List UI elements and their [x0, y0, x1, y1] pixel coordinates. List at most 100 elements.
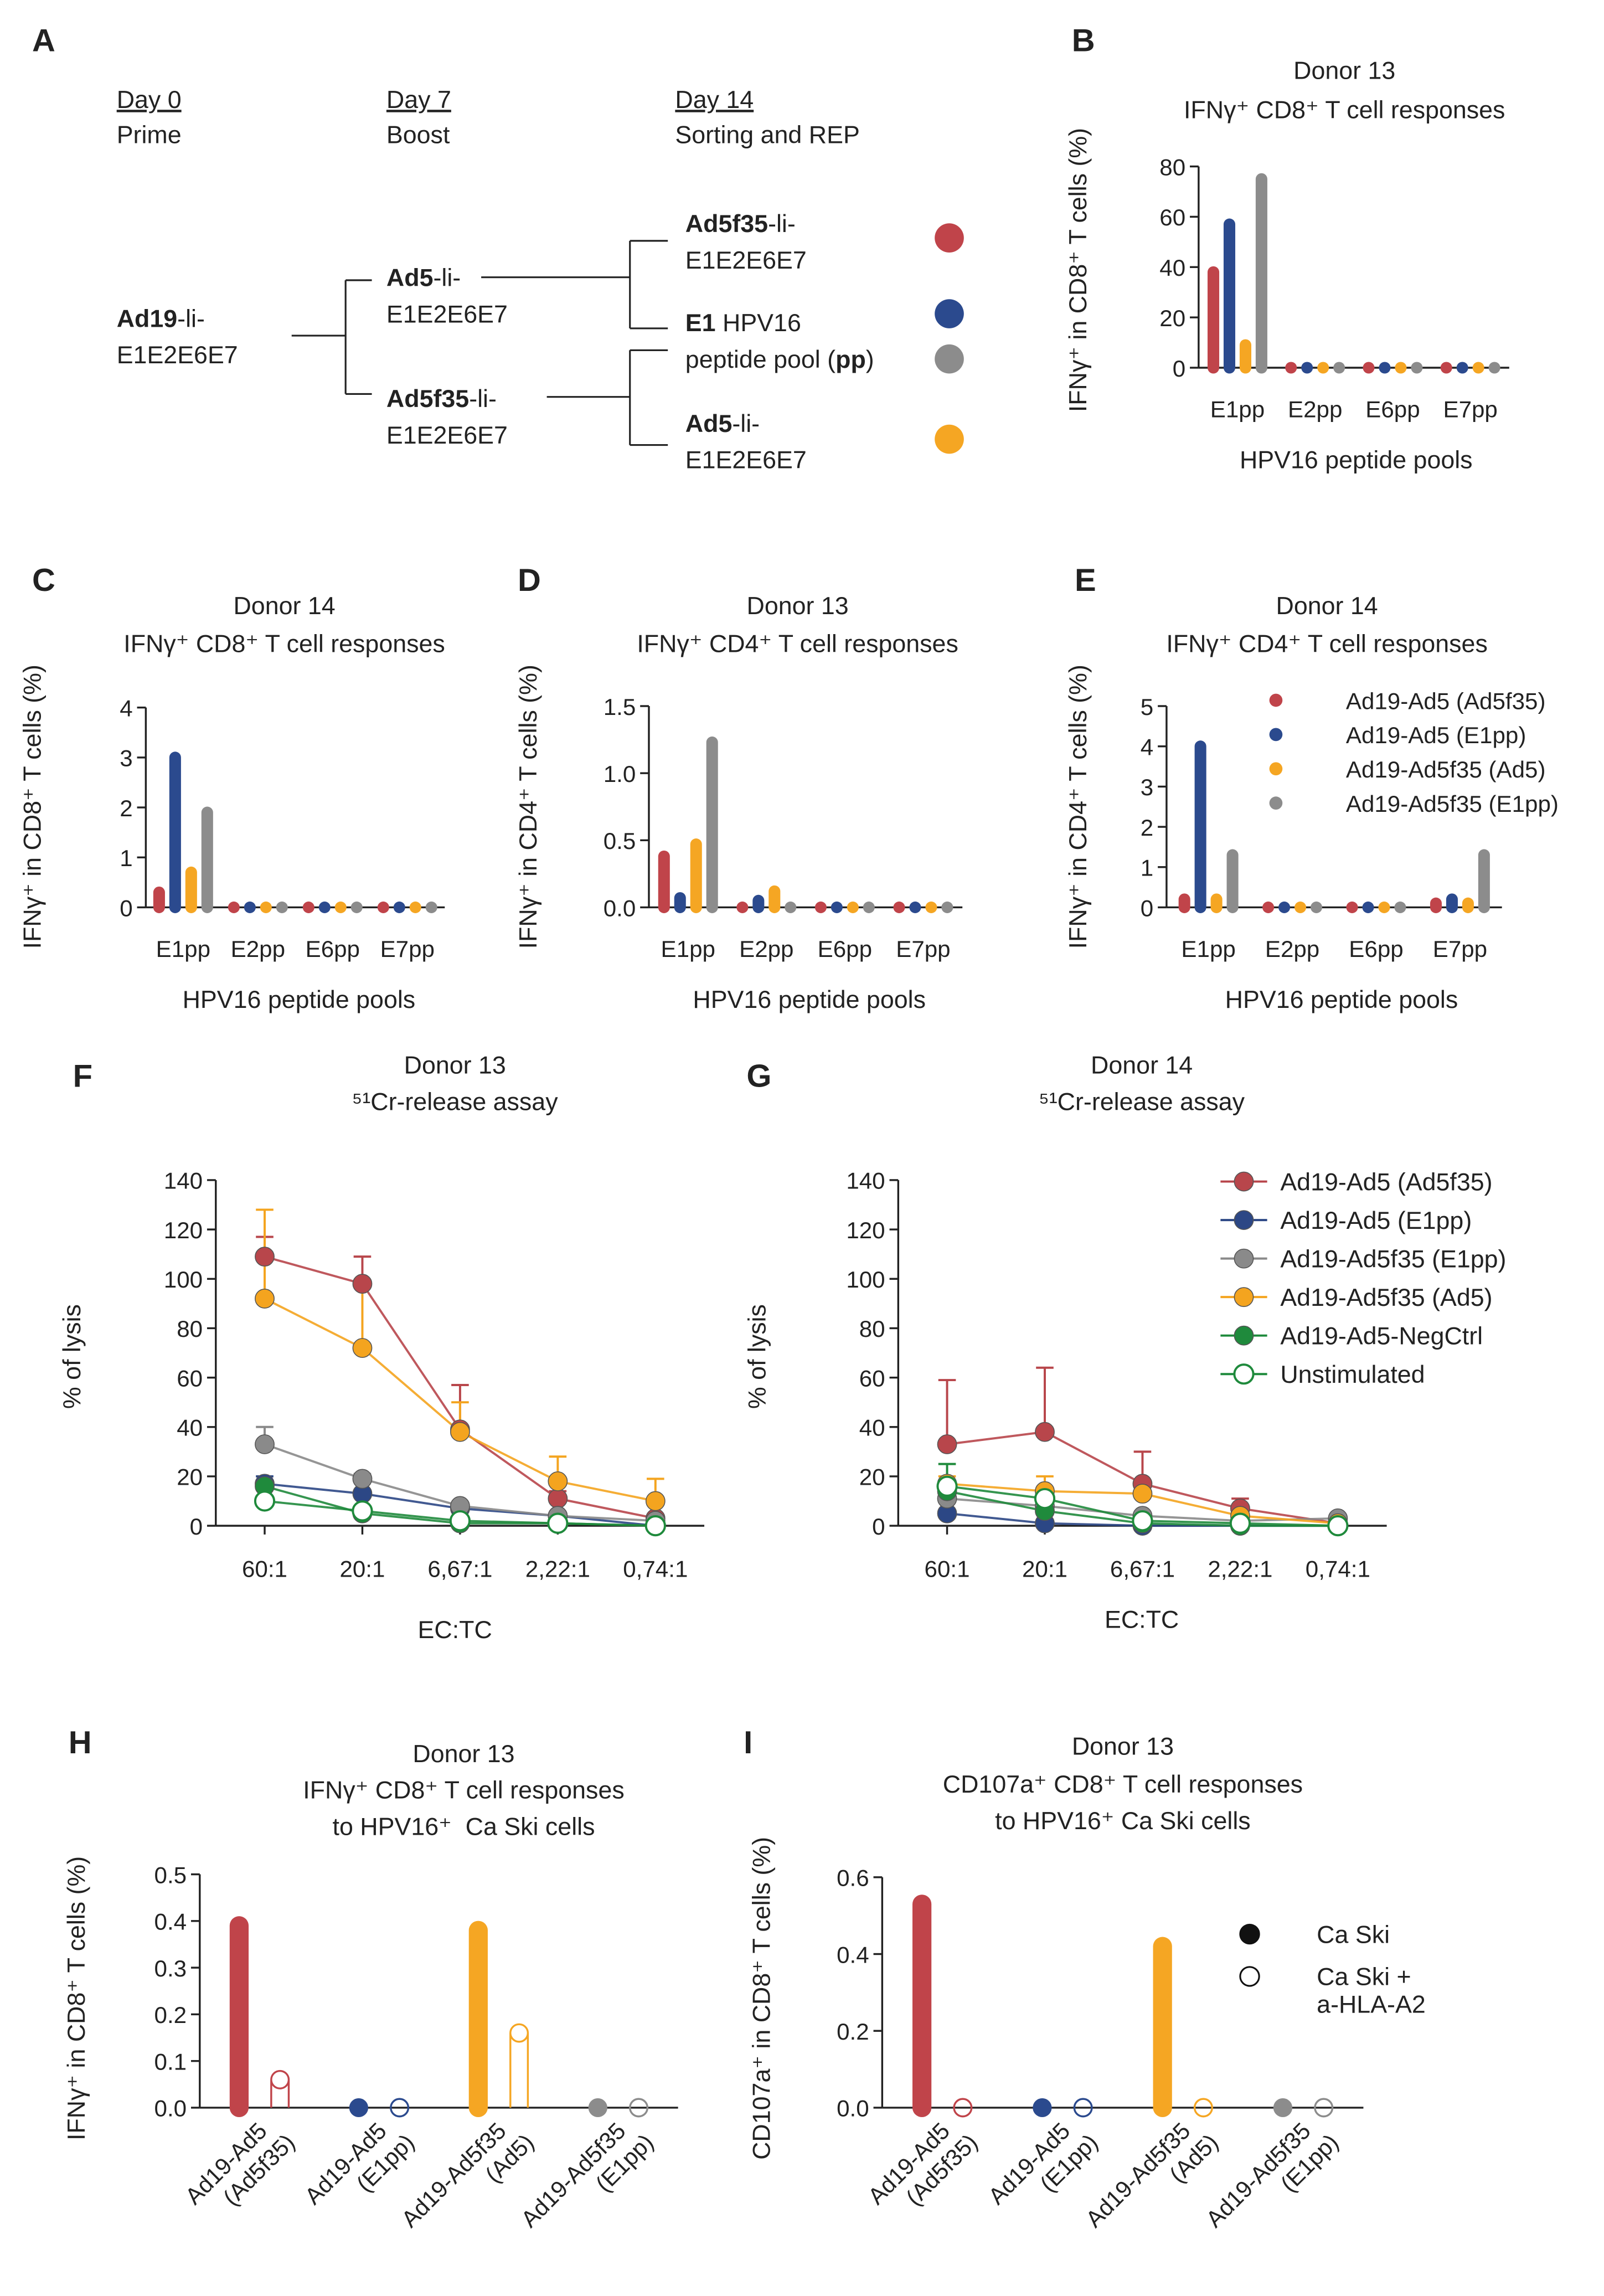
node-text: HPV16 [716, 309, 801, 337]
y-tick-label: 140 [846, 1168, 885, 1194]
legend-marker [1269, 762, 1283, 776]
bar-open [1073, 2098, 1093, 2118]
y-tick-label: 1 [120, 845, 132, 871]
y-tick-label: 60 [177, 1365, 203, 1391]
bar-open [629, 2098, 649, 2118]
error-bar [1036, 1366, 1054, 1432]
bar-open [270, 2070, 290, 2108]
node-label: E1E2E6E7 [685, 446, 807, 474]
node-text: E1E2E6E7 [386, 421, 508, 449]
timeline-step: Sorting and REP [675, 121, 859, 148]
y-tick-label: 80 [859, 1316, 885, 1342]
timeline-step: Boost [386, 121, 450, 148]
y-tick-label: 3 [120, 745, 132, 771]
y-tick-label: 0.0 [604, 895, 636, 921]
y-tick-label: 80 [1159, 154, 1185, 180]
x-tick-label: E1pp [1210, 397, 1265, 423]
x-tick-label: E2pp [231, 936, 285, 962]
legend-marker [1269, 728, 1283, 742]
y-tick-label: 0 [190, 1513, 203, 1540]
node-label: E1E2E6E7 [685, 246, 807, 274]
node-text: E1 [685, 309, 716, 337]
chart-title: Donor 13 [404, 1052, 506, 1079]
legend-label: Ca Ski [1317, 1921, 1390, 1948]
legend-label: Ad19-Ad5f35 (Ad5) [1280, 1284, 1492, 1311]
x-tick-label: E6pp [1349, 936, 1403, 962]
legend-label: Ca Ski + [1317, 1963, 1411, 1991]
y-tick-label: 0 [1141, 895, 1153, 921]
legend-label: Ad19-Ad5f35 (Ad5) [1346, 756, 1546, 783]
legend-label: Unstimulated [1280, 1361, 1425, 1388]
y-tick-label: 20 [1159, 305, 1185, 331]
chart-title: Donor 13 [1293, 57, 1395, 85]
node-text: ) [866, 346, 874, 373]
node-text: -li- [732, 410, 760, 437]
panel-letter: B [1072, 23, 1095, 59]
y-axis-label: CD107a⁺ in CD8⁺ T cells (%) [748, 1837, 776, 2160]
y-tick-label: 0.3 [154, 1955, 187, 1981]
x-tick-label: 60:1 [242, 1556, 287, 1582]
marker [352, 1500, 373, 1522]
node-text: Ad5 [685, 410, 733, 437]
marker [644, 1515, 666, 1537]
legend-marker [1239, 1923, 1260, 1945]
marker [255, 1434, 275, 1454]
x-tick-label: E6pp [1365, 397, 1420, 423]
y-tick-label: 140 [164, 1168, 203, 1194]
marker [547, 1512, 569, 1534]
chart-title: to HPV16⁺ Ca Ski cells [333, 1813, 595, 1840]
marker [254, 1490, 276, 1512]
timeline-step: Prime [117, 121, 182, 148]
y-tick-label: 3 [1141, 774, 1153, 800]
chart: F Donor 13 ⁵¹Cr-release assay % of lysis EC:… [58, 1052, 705, 1644]
panel-letter: G [746, 1058, 771, 1094]
y-tick-label: 0.4 [837, 1942, 869, 1968]
marker [1229, 1512, 1251, 1534]
panel-letter: C [32, 563, 55, 598]
marker [548, 1471, 568, 1491]
marker [1035, 1422, 1055, 1442]
panel-letter: H [69, 1725, 92, 1760]
node-label: E1E2E6E7 [117, 341, 238, 369]
x-axis-label: HPV16 peptide pools [1225, 986, 1458, 1013]
x-tick-label: 20:1 [339, 1556, 385, 1582]
marker [255, 1289, 275, 1309]
x-axis-label: HPV16 peptide pools [183, 986, 416, 1013]
y-tick-label: 0 [872, 1513, 885, 1540]
bar-open [509, 2023, 529, 2108]
x-tick-label: 60:1 [925, 1556, 970, 1582]
node-text: Ad19 [117, 305, 177, 332]
marker [352, 1274, 373, 1294]
x-tick-label: 6,67:1 [427, 1556, 492, 1582]
node-text: -li- [768, 210, 796, 238]
x-tick-label: E1pp [156, 936, 210, 962]
legend-marker [1233, 1363, 1255, 1385]
x-tick-label: E7pp [1433, 936, 1487, 962]
x-tick-label: E2pp [1265, 936, 1319, 962]
bar-open [390, 2098, 410, 2118]
legend-label: Ad19-Ad5-NegCtrl [1280, 1322, 1483, 1350]
y-tick-label: 40 [177, 1415, 203, 1441]
y-axis-label: IFNγ⁺ in CD8⁺ T cells (%) [19, 665, 47, 949]
y-tick-label: 40 [1159, 255, 1185, 281]
legend-marker [1234, 1287, 1254, 1307]
y-tick-label: 1.0 [604, 761, 636, 787]
legend-dot [935, 424, 964, 454]
marker [352, 1469, 373, 1489]
node-text: peptide pool ( [685, 346, 835, 373]
legend-marker [1234, 1171, 1254, 1192]
x-tick-label: 20:1 [1022, 1556, 1067, 1582]
bar-open [1314, 2098, 1334, 2118]
y-tick-label: 2 [1141, 815, 1153, 841]
y-tick-label: 0.6 [837, 1865, 869, 1891]
y-tick-label: 0.4 [154, 1909, 187, 1935]
connector [546, 349, 668, 446]
y-axis-label: IFNγ⁺ in CD4⁺ T cells (%) [1064, 665, 1092, 949]
timeline-day: Day 7 [386, 86, 451, 114]
connector [481, 240, 668, 330]
node-label: Ad5f35-li- [386, 385, 497, 413]
legend-label: Ad19-Ad5f35 (E1pp) [1346, 791, 1559, 817]
x-tick-label: E2pp [1288, 397, 1342, 423]
y-axis-label: % of lysis [58, 1304, 86, 1409]
